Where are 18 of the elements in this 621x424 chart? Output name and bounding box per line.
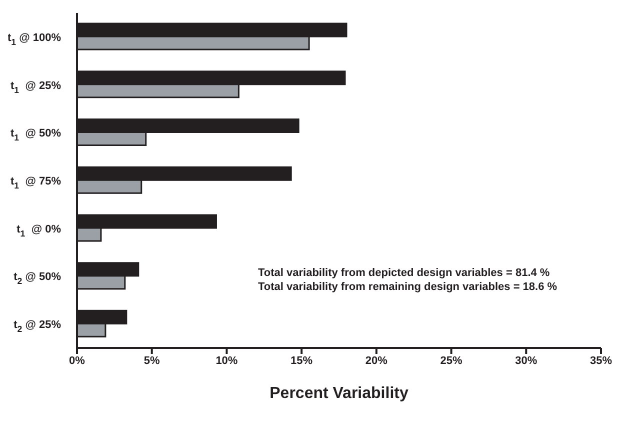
y-tick-label: t$_{1}$ @ 50% bbox=[10, 128, 62, 143]
y-tick-label: t$_{1}$ @ 0% bbox=[16, 223, 62, 238]
x-tick-label: 0% bbox=[69, 354, 86, 367]
y-tick-label: t$_{1}$ @ 25% bbox=[10, 80, 62, 95]
annotation: Total variability from remaining design variables = 18.6 % bbox=[258, 281, 558, 293]
x-tick-label: 30% bbox=[515, 354, 538, 367]
x-tick-label: 20% bbox=[365, 354, 388, 367]
y-tick-label: t$_{2}$ @ 50% bbox=[14, 271, 62, 286]
y-tick-label: t$_{1}$ @ 100% bbox=[7, 32, 62, 47]
x-tick-label: 15% bbox=[290, 354, 313, 367]
x-tick-label: 35% bbox=[590, 354, 612, 367]
x-tick-label: 25% bbox=[440, 354, 463, 367]
x-tick-label: 5% bbox=[144, 354, 160, 367]
x-axis-title: Percent Variability bbox=[270, 385, 408, 402]
annotation: Total variability from depicted design variables = 81.4 % bbox=[258, 267, 550, 279]
y-tick-label: t$_{2}$ @ 25% bbox=[14, 319, 62, 334]
x-tick-label: 10% bbox=[216, 354, 238, 367]
y-tick-label: t$_{1}$ @ 75% bbox=[10, 176, 62, 190]
